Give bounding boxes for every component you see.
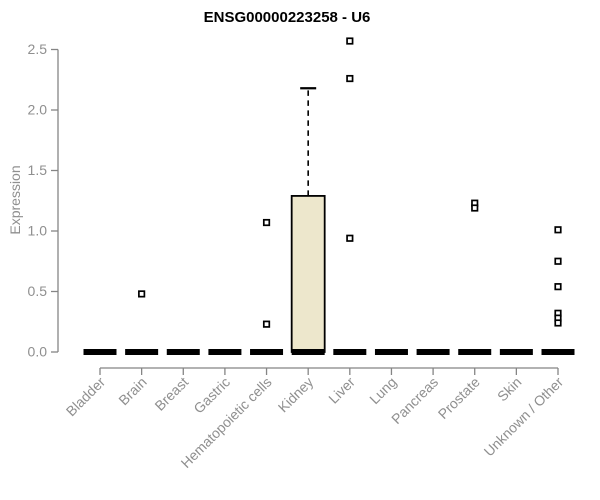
median-bar bbox=[166, 349, 200, 355]
x-tick-label: Liver bbox=[325, 374, 358, 407]
outlier-point bbox=[554, 226, 562, 234]
y-tick-label: 1.0 bbox=[28, 223, 48, 239]
outlier-point bbox=[471, 204, 479, 212]
outlier-point bbox=[346, 74, 354, 83]
x-tick-label: Kidney bbox=[275, 374, 317, 416]
outlier-point bbox=[554, 283, 562, 291]
y-tick-label: 1.5 bbox=[28, 162, 48, 178]
x-tick-label: Breast bbox=[151, 374, 191, 414]
outlier-point bbox=[262, 218, 271, 227]
median-bar bbox=[125, 349, 159, 355]
y-tick-label: 2.0 bbox=[28, 102, 48, 118]
outlier-point bbox=[554, 257, 562, 265]
median-bar bbox=[499, 349, 533, 355]
x-tick-label: Unknown / Other bbox=[481, 374, 567, 460]
median-bar bbox=[333, 349, 367, 355]
y-tick-label: 2.5 bbox=[28, 41, 48, 57]
y-tick-label: 0.5 bbox=[28, 283, 48, 299]
x-tick-label: Lung bbox=[366, 374, 399, 407]
median-bar bbox=[458, 349, 492, 355]
box-iqr bbox=[290, 195, 326, 353]
y-tick-label: 0.0 bbox=[28, 344, 48, 360]
median-bar bbox=[208, 349, 242, 355]
median-bar bbox=[416, 349, 450, 355]
x-tick-label: Prostate bbox=[435, 374, 483, 422]
median-bar bbox=[83, 349, 117, 355]
outlier-point bbox=[346, 234, 354, 242]
outlier-point bbox=[346, 37, 354, 45]
median-bar bbox=[374, 349, 408, 355]
x-tick-label: Brain bbox=[115, 374, 149, 408]
chart-title: ENSG00000223258 - U6 bbox=[203, 9, 371, 26]
median-bar bbox=[541, 349, 575, 355]
median-bar bbox=[291, 349, 325, 355]
median-bar bbox=[250, 349, 284, 355]
outlier-point bbox=[262, 320, 271, 328]
x-tick-label: Bladder bbox=[63, 374, 109, 420]
outlier-point bbox=[554, 319, 562, 327]
x-tick-label: Skin bbox=[494, 374, 525, 405]
outlier-point bbox=[138, 290, 146, 298]
